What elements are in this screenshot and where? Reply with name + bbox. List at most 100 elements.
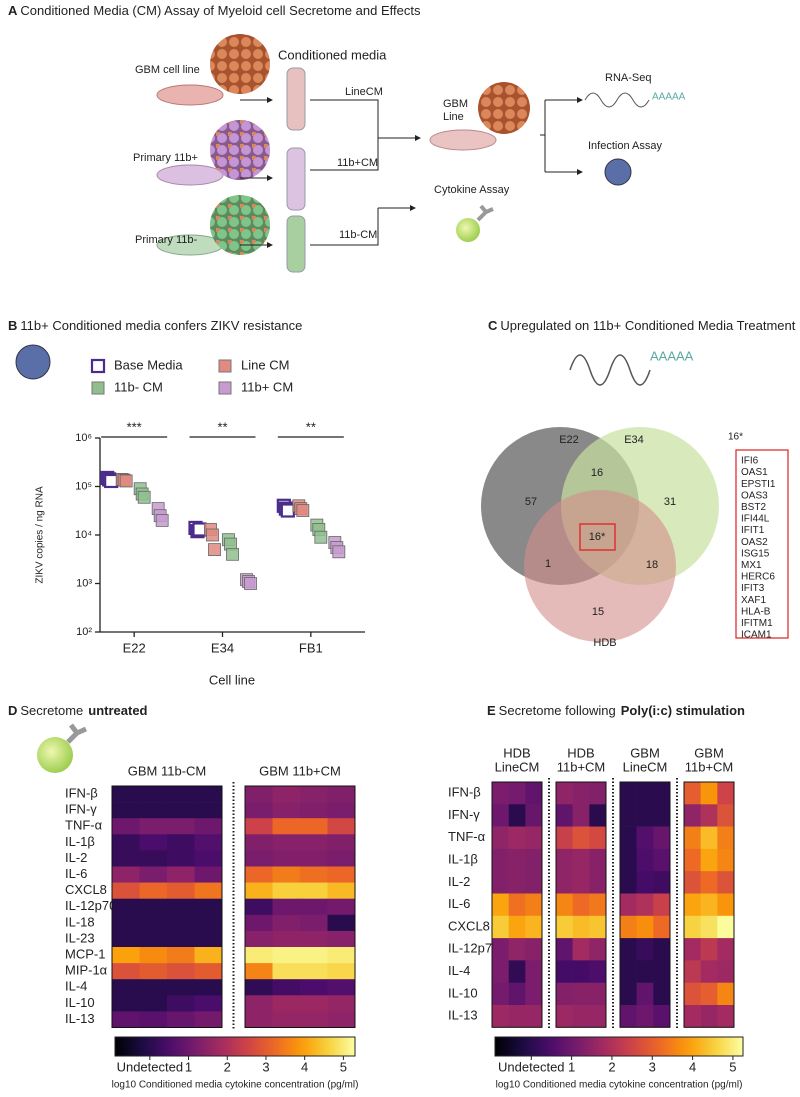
legend-swatch: [90, 358, 106, 374]
heatmap-cell: [492, 1005, 509, 1028]
heatmap-cell: [717, 1005, 735, 1028]
data-point: [332, 545, 346, 559]
flow-arrows: [240, 92, 650, 248]
heatmap-cell: [194, 898, 223, 916]
gene-name: XAF1: [741, 595, 766, 606]
heatmap-cell: [272, 947, 301, 964]
heatmap-cell: [525, 938, 543, 961]
heatmap-cell: [112, 947, 140, 964]
legend-label: 11b- CM: [114, 379, 163, 394]
heatmap-cell: [556, 871, 573, 894]
heatmap-cell: [300, 914, 328, 932]
heatmap-cell: [589, 893, 607, 917]
block-frame: [111, 785, 223, 1028]
colorbar-label: log10 Conditioned media cytokine concent…: [496, 1080, 743, 1091]
column-group-label: HDB: [567, 745, 594, 760]
column-group-label: 11b+CM: [685, 759, 734, 774]
heatmap-cell: [556, 804, 573, 827]
heatmap-cell: [492, 804, 509, 827]
heatmap-cell: [300, 898, 328, 916]
rect-shape: [286, 67, 306, 131]
column-group-label: HDB: [503, 745, 530, 760]
heatmap-cell: [139, 930, 168, 948]
title-text: Conditioned Media (CM) Assay of Myeloid …: [20, 3, 421, 18]
gene-name: HLA-B: [741, 606, 771, 617]
block-frame: [619, 781, 671, 1028]
heatmap-cell: [272, 834, 301, 851]
heatmap-cell: [684, 1005, 701, 1028]
row-label: TNF-α: [65, 818, 103, 833]
heatmap-cell: [327, 995, 356, 1012]
heatmap-cell: [167, 882, 195, 899]
heatmap-cell: [700, 938, 718, 961]
data-point: [280, 503, 295, 518]
heatmap-cell: [556, 1005, 573, 1028]
highlight-box: [579, 523, 616, 551]
heatmap-cell: [508, 915, 526, 939]
gene-list: IFI6OAS1EPSTI1OAS3BST2IFI44LIFIT1OAS2ISG…: [741, 456, 776, 641]
heatmap-cell: [653, 960, 671, 983]
data-point: [119, 474, 133, 488]
heatmap-cell: [112, 850, 140, 867]
colorbar: [114, 1036, 356, 1057]
region-count: 15: [592, 606, 604, 618]
heatmap-cell: [508, 782, 526, 805]
circle-shape: [210, 195, 270, 255]
heatmap-cell: [245, 834, 273, 851]
y-tick-label: 10⁵: [75, 480, 92, 492]
row-label: TNF-α: [448, 829, 486, 844]
x-axis-label: Cell line: [209, 672, 255, 687]
heatmap-cell: [653, 804, 671, 827]
y-axis-label: ZIKV copies / ng RNA: [35, 486, 46, 584]
polyline-shape: [310, 208, 379, 246]
row-label: IL-4: [65, 979, 87, 994]
poly-a: AAAAA: [650, 348, 694, 363]
heatmap-cell: [112, 834, 140, 851]
heatmap-cell: [620, 1005, 637, 1028]
heatmap-cell: [327, 1011, 356, 1028]
colorbar: [494, 1036, 744, 1057]
heatmap-cell: [112, 1011, 140, 1028]
source-label: Primary 11b-: [135, 234, 197, 246]
heatmap-cell: [525, 982, 543, 1006]
heatmap-cell: [327, 850, 356, 867]
colorbar-tick-label: 5: [729, 1059, 736, 1074]
heatmap-cell: [589, 848, 607, 872]
heatmap-cell: [508, 1005, 526, 1028]
row-label: IL-1β: [65, 834, 95, 849]
heatmap-cell: [492, 826, 509, 850]
panel-c: C Upregulated on 11b+ Conditioned Media T…: [481, 318, 796, 649]
heatmap-cell: [700, 826, 718, 850]
heatmap-cell: [194, 882, 223, 899]
heatmap-cell: [620, 826, 637, 850]
gene-name: ISG15: [741, 548, 770, 559]
heatmap-cell: [167, 866, 195, 883]
polyline-shape: [540, 100, 546, 136]
dishes: [156, 34, 530, 273]
row-label: IL-10: [65, 995, 95, 1010]
heatmap-cell: [684, 804, 701, 827]
heatmap-cell: [508, 893, 526, 917]
heatmap-cell: [525, 826, 543, 850]
heatmap-cell: [653, 893, 671, 917]
region-count: 1: [545, 558, 551, 570]
media-label: 11b+CM: [337, 157, 378, 169]
heatmap-cell: [139, 818, 168, 835]
heatmap-cell: [700, 804, 718, 827]
heatmap-cell: [167, 786, 195, 803]
heatmap-cell: [492, 782, 509, 805]
heatmap-cell: [300, 818, 328, 835]
heatmap-cell: [300, 979, 328, 996]
colorbar-tick-label: 1: [568, 1059, 575, 1074]
set-label: HDB: [593, 637, 616, 649]
gene-name: BST2: [741, 502, 766, 513]
significance-label: **: [306, 419, 316, 434]
heatmap-cell: [684, 893, 701, 917]
rect-shape: [286, 147, 306, 211]
panel-label: D: [8, 703, 17, 718]
heatmap-cell: [327, 979, 356, 996]
heatmap-cell: [194, 786, 223, 803]
heatmap-cell: [636, 938, 654, 961]
heatmap-cell: [700, 871, 718, 894]
